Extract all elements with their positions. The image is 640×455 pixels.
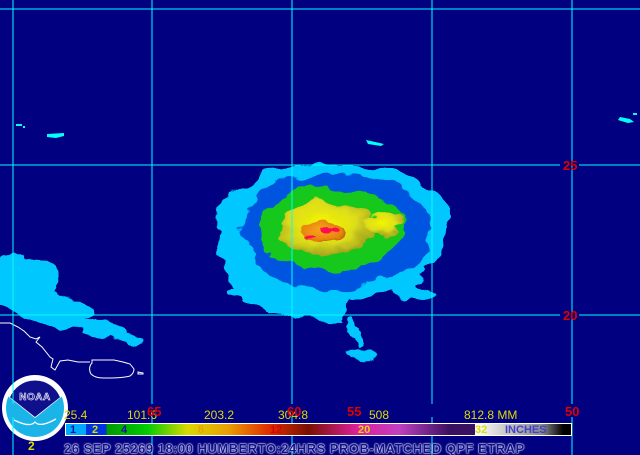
svg-text:NOAA: NOAA <box>19 392 50 403</box>
